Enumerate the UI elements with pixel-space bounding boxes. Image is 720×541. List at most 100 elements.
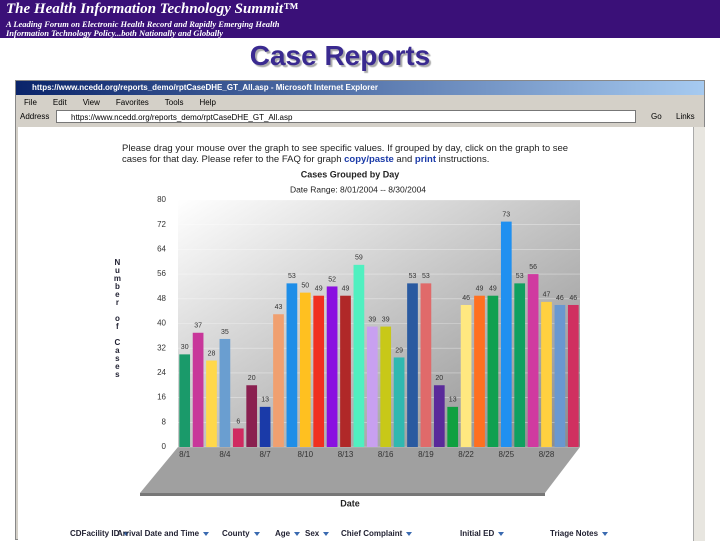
data-label: 30 <box>181 344 189 351</box>
bar <box>500 221 512 447</box>
banner-fill <box>355 0 720 38</box>
data-label: 37 <box>194 323 202 330</box>
x-tick-label: 8/7 <box>260 450 272 459</box>
data-label: 6 <box>236 418 240 425</box>
bar <box>527 274 539 447</box>
x-tick-label: 8/25 <box>499 450 515 459</box>
menu-item[interactable]: Edit <box>52 98 67 107</box>
data-label: 20 <box>435 375 443 382</box>
data-label: 43 <box>275 304 283 311</box>
menu-item[interactable]: Tools <box>164 98 184 107</box>
menu-bar: File Edit View Favorites Tools Help <box>24 98 216 107</box>
data-label: 39 <box>368 316 376 323</box>
bar <box>447 406 459 447</box>
data-label: 53 <box>516 273 524 280</box>
bar <box>313 295 325 447</box>
menu-item[interactable]: File <box>24 98 37 107</box>
x-tick-label: 8/13 <box>338 450 354 459</box>
bar <box>259 406 271 447</box>
data-label: 50 <box>301 282 309 289</box>
data-label: 13 <box>449 397 457 404</box>
address-field[interactable]: https://www.ncedd.org/reports_demo/rptCa… <box>56 110 636 123</box>
y-tick-label: 24 <box>157 368 166 377</box>
data-label: 52 <box>328 276 336 283</box>
link[interactable]: print <box>414 154 437 165</box>
summit-title: The Health Information Technology Summit… <box>6 1 298 17</box>
chart: Cases Grouped by Day Date Range: 8/01/20… <box>113 169 580 508</box>
instructions: Please drag your mouse over the graph to… <box>122 143 568 165</box>
data-label: 49 <box>476 286 484 293</box>
bar <box>554 304 566 447</box>
column-header[interactable]: Age <box>275 529 300 538</box>
x-tick-label: 8/19 <box>418 450 434 459</box>
x-tick-label: 8/28 <box>539 450 555 459</box>
instruction-line: cases for that day. Please refer to the … <box>122 154 568 165</box>
y-tick-label: 72 <box>157 220 166 229</box>
data-label: 56 <box>529 264 537 271</box>
bar <box>353 264 365 447</box>
y-tick-label: 56 <box>157 269 166 278</box>
column-header[interactable]: Triage Notes <box>550 529 608 538</box>
menu-item[interactable]: Favorites <box>115 98 149 107</box>
bar <box>206 360 217 447</box>
bar <box>541 301 552 447</box>
bar <box>460 304 472 447</box>
y-tick-label: 16 <box>157 393 166 402</box>
bar <box>273 314 284 447</box>
bar <box>179 354 191 447</box>
tagline: A Leading Forum on Electronic Health Rec… <box>6 19 280 29</box>
window-title: https://www.ncedd.org/reports_demo/rptCa… <box>16 81 704 95</box>
go-button[interactable]: Go <box>651 112 662 121</box>
bar <box>299 292 311 447</box>
data-label: 53 <box>409 273 417 280</box>
bar <box>366 326 378 447</box>
data-label: 13 <box>261 397 269 404</box>
data-label: 53 <box>422 273 430 280</box>
links-button[interactable]: Links <box>676 112 695 121</box>
bar <box>232 428 244 447</box>
table-header: CDFacility ID Arrival Date and Time County… <box>0 524 690 540</box>
column-header[interactable]: Sex <box>305 529 329 538</box>
bar <box>567 304 579 447</box>
column-header[interactable]: Initial ED <box>460 529 504 538</box>
data-label: 46 <box>462 295 470 302</box>
bar <box>192 332 204 447</box>
column-header[interactable]: County <box>222 529 260 538</box>
bar <box>420 283 432 447</box>
data-label: 49 <box>315 286 323 293</box>
bar <box>487 295 499 447</box>
data-label: 49 <box>342 286 350 293</box>
column-header[interactable]: Arrival Date and Time <box>117 529 209 538</box>
column-header[interactable]: Chief Complaint <box>341 529 412 538</box>
bar <box>340 295 351 447</box>
data-label: 59 <box>355 255 363 262</box>
menu-item[interactable]: Help <box>199 98 216 107</box>
x-tick-label: 8/10 <box>298 450 314 459</box>
data-label: 39 <box>382 316 390 323</box>
y-tick-label: 32 <box>157 343 166 352</box>
x-axis-label: Date <box>340 498 360 508</box>
data-label: 49 <box>489 286 497 293</box>
chart-subtitle: Date Range: 8/01/2004 -- 8/30/2004 <box>290 184 426 194</box>
x-tick-label: 8/4 <box>219 450 231 459</box>
bar <box>246 385 258 447</box>
text: cases for that day. Please refer to the … <box>122 154 345 165</box>
banner: The Health Information Technology Summit… <box>0 0 355 38</box>
y-tick-label: 48 <box>157 294 166 303</box>
data-label: 73 <box>502 211 510 218</box>
bar <box>514 283 526 447</box>
column-header[interactable]: CDFacility ID <box>70 529 129 538</box>
tagline: Information Technology Policy...both Nat… <box>6 28 224 38</box>
scrollbar[interactable] <box>693 127 705 541</box>
bar <box>393 357 405 447</box>
bar <box>433 385 445 447</box>
slide-title: Case Reports <box>249 40 431 71</box>
data-label: 47 <box>543 292 551 299</box>
bar <box>326 286 338 447</box>
data-label: 20 <box>248 375 256 382</box>
link[interactable]: copy/paste <box>344 154 394 165</box>
floor-edge <box>140 493 545 496</box>
data-label: 35 <box>221 329 229 336</box>
menu-item[interactable]: View <box>82 98 100 107</box>
